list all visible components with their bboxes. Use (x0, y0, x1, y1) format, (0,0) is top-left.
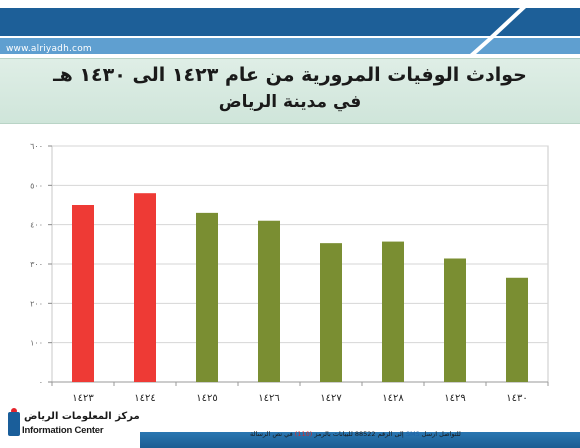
contact-suffix: في نص الرسالة (250, 430, 293, 438)
y-tick-label: ٣٠٠ (30, 260, 43, 269)
bar (134, 193, 156, 382)
x-tick-label: ١٤٢٦ (258, 393, 279, 404)
x-tick-label: ١٤٢٨ (382, 393, 404, 404)
logo-english: Information Center (22, 425, 104, 436)
logo-icon (8, 412, 20, 436)
y-tick-label: ١٠٠ (30, 339, 43, 348)
y-tick-label: ٠ (39, 378, 43, 387)
x-tick-label: ١٤٣٠ (506, 393, 527, 404)
y-tick-label: ٥٠٠ (30, 181, 43, 190)
bar (72, 205, 94, 382)
footer-bar (140, 432, 580, 448)
contact-code: (110) (294, 430, 313, 438)
chart-subtitle: في مدينة الرياض (218, 92, 362, 112)
y-tick-label: ٢٠٠ (30, 299, 43, 308)
header-stripes (0, 8, 580, 54)
x-tick-label: ١٤٢٧ (320, 393, 342, 404)
title-panel (0, 58, 580, 124)
x-tick-label: ١٤٢٤ (134, 393, 155, 404)
contact-middle: إلى الرقم 88522 للبيانات بالرمز (314, 430, 404, 438)
bar-chart: ٠ ١٠٠ ٢٠٠ ٣٠٠ ٤٠٠ ٥٠٠ ٦٠٠ ١٤٢٣ ١٤٢٤ ١٤٢٥ ١٤٢٦ ١٤٢٧ ١… (30, 142, 549, 404)
bar (196, 212, 218, 382)
watermark: www.alriyadh.com (6, 44, 92, 54)
y-tick-label: ٤٠٠ (30, 221, 43, 230)
bar (382, 241, 404, 382)
contact-prefix: للتواصل ارسل (421, 430, 461, 438)
bar (444, 258, 466, 382)
logo-arabic: مركز المعلومات الرياض (24, 411, 140, 422)
x-tick-label: ١٤٢٣ (72, 393, 94, 404)
bar (258, 220, 280, 382)
bar (506, 277, 528, 382)
bar (320, 243, 342, 382)
header-band (0, 0, 580, 58)
chart-title: حوادث الوفيات المرورية من عام ١٤٢٣ الى ١… (53, 64, 527, 86)
footer-contact: للتواصل ارسل SMS إلى الرقم 88522 للبيانا… (250, 430, 461, 438)
contact-sms: SMS (405, 430, 420, 438)
x-tick-label: ١٤٢٩ (444, 393, 465, 404)
logo-dot (11, 408, 17, 414)
x-tick-label: ١٤٢٥ (196, 393, 217, 404)
y-tick-label: ٦٠٠ (30, 142, 43, 151)
